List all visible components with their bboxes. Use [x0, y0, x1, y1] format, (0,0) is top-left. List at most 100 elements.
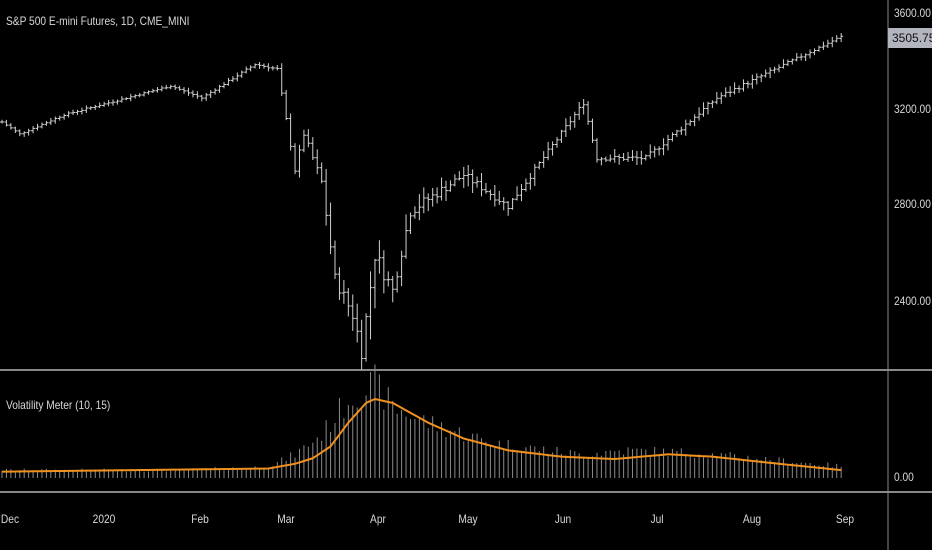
- x-tick: Dec: [0, 512, 20, 526]
- price-bar: [173, 84, 178, 90]
- price-bar: [395, 271, 400, 293]
- price-bar: [270, 65, 275, 71]
- price-bar: [444, 180, 448, 201]
- price-bar: [488, 189, 493, 201]
- price-bar: [199, 94, 204, 102]
- price-bar: [612, 149, 617, 163]
- price-bar: [115, 99, 120, 105]
- price-bar: [412, 206, 417, 219]
- price-bar: [102, 101, 107, 107]
- price-bar: [590, 118, 595, 143]
- price-bar: [657, 146, 662, 156]
- price-bar: [470, 169, 475, 194]
- price-bar: [608, 154, 613, 162]
- price-bar: [186, 87, 191, 96]
- price-bar: [594, 138, 599, 163]
- price-bar: [190, 90, 195, 98]
- price-bar: [586, 100, 591, 125]
- chart-title: S&P 500 E-mini Futures, 1D, CME_MINI: [6, 14, 190, 28]
- price-bar: [634, 150, 639, 165]
- price-bar: [111, 99, 115, 106]
- price-bar: [745, 80, 750, 89]
- price-bar: [404, 214, 409, 259]
- price-bar: [390, 275, 395, 303]
- price-bar: [723, 87, 728, 98]
- price-bar: [350, 294, 355, 331]
- price-bar: [284, 89, 289, 121]
- price-bar: [381, 250, 386, 294]
- price-bar: [563, 118, 568, 137]
- price-bar: [541, 151, 546, 168]
- price-bar: [537, 161, 542, 170]
- price-bar: [31, 126, 36, 134]
- price-bar: [839, 32, 844, 43]
- price-bar: [279, 63, 284, 96]
- price-bar: [39, 122, 44, 129]
- price-bar: [670, 132, 675, 142]
- price-bar: [372, 258, 377, 309]
- price-bar: [816, 45, 821, 52]
- price-bar: [106, 99, 111, 107]
- price-bar: [235, 72, 240, 82]
- price-bar: [426, 193, 431, 212]
- price-bar: [803, 53, 808, 61]
- indicator-y-tick: 0.00: [894, 470, 914, 484]
- price-bar: [550, 141, 555, 156]
- price-bar: [124, 97, 129, 101]
- price-bar: [519, 184, 524, 202]
- price-bar: [821, 41, 826, 50]
- x-tick: Sep: [835, 512, 855, 526]
- price-bar: [275, 65, 280, 71]
- price-bar: [430, 188, 435, 207]
- price-bar: [364, 313, 369, 362]
- price-bar: [346, 288, 351, 317]
- indicator-title: Volatility Meter (10, 15): [6, 398, 111, 412]
- price-bar: [119, 96, 124, 103]
- price-bar: [750, 74, 755, 89]
- x-tick: Jul: [650, 512, 664, 526]
- price-bar: [528, 173, 533, 190]
- price-bar: [483, 182, 488, 194]
- price-bar: [679, 126, 684, 135]
- price-bar: [777, 64, 781, 73]
- price-bar: [728, 86, 733, 97]
- price-bar: [355, 303, 360, 343]
- price-bar: [812, 48, 817, 56]
- x-tick: Mar: [277, 512, 295, 526]
- price-bar: [666, 134, 670, 151]
- price-bar: [581, 98, 586, 115]
- price-bar: [475, 176, 480, 188]
- price-bar: [319, 162, 324, 184]
- price-bar: [159, 85, 164, 92]
- price-bar: [692, 114, 697, 127]
- price-bar: [555, 137, 559, 148]
- price-bar: [168, 84, 173, 90]
- price-bar: [261, 63, 266, 69]
- price-bar: [150, 88, 155, 93]
- price-bar: [66, 111, 71, 118]
- price-bar: [794, 53, 799, 62]
- price-bar: [577, 101, 582, 120]
- price-bar: [439, 177, 444, 201]
- price-bar: [621, 153, 626, 162]
- price-bar: [301, 129, 306, 153]
- price-bar: [701, 102, 706, 117]
- price-bar: [759, 73, 764, 83]
- price-bar: [195, 91, 200, 99]
- price-bar: [288, 113, 293, 151]
- price-bar: [48, 118, 53, 125]
- price-bar: [97, 102, 102, 109]
- price-bar: [253, 63, 258, 69]
- price-bar: [714, 91, 719, 105]
- price-bar: [71, 109, 76, 116]
- price-bar: [435, 187, 440, 204]
- price-bar: [333, 240, 337, 279]
- price-bar: [683, 119, 688, 136]
- x-tick: 2020: [92, 512, 116, 526]
- price-bar: [719, 92, 724, 104]
- price-bar: [572, 111, 577, 128]
- price-bar: [142, 91, 147, 97]
- price-bar: [133, 94, 138, 99]
- x-tick: Feb: [191, 512, 209, 526]
